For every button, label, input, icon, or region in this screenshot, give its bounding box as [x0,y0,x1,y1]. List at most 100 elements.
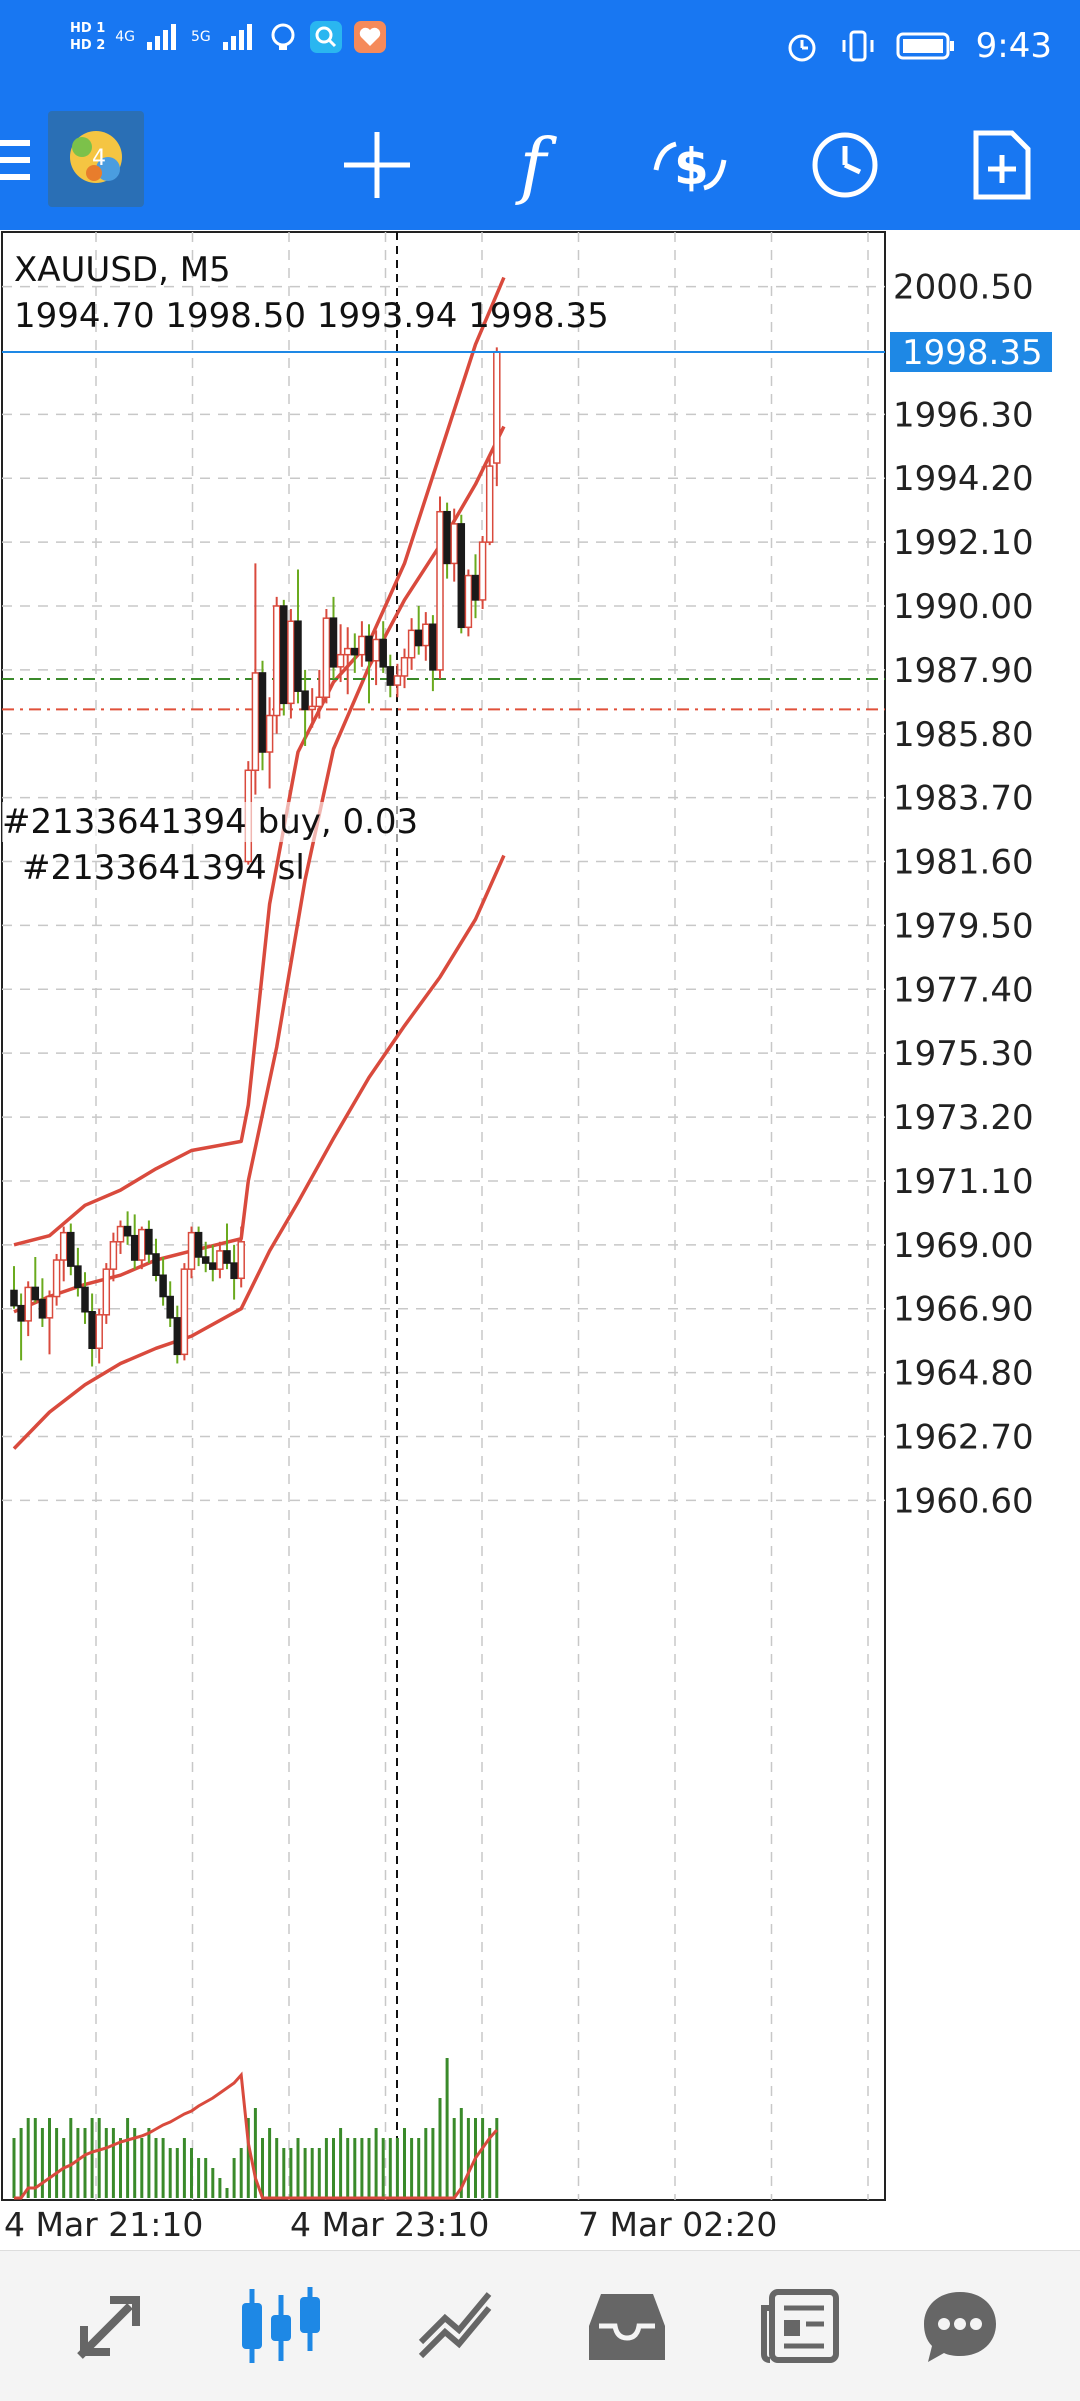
battery-icon [896,32,954,60]
candle-body [265,714,274,753]
candle-body [450,523,458,565]
app-logo: 4 [48,111,144,207]
timeframe-icon [812,132,878,198]
menu-button[interactable] [0,135,32,185]
alarm-icon [788,34,816,62]
candle-body [152,1253,160,1276]
crosshair-button[interactable] [327,115,427,215]
candle-body [336,653,345,668]
candle-body [95,1314,103,1350]
bulb-icon [271,23,295,50]
nav-news[interactable] [745,2271,855,2381]
time-tick-label: 7 Mar 02:20 [578,2205,777,2244]
band-upper-line [13,276,506,1247]
status-left: HD 1 HD 2 4G 5G [70,20,387,54]
price-tick-label: 1964.80 [893,1354,1034,1394]
candle-body [81,1286,89,1313]
candle-body [457,523,466,629]
nav-history[interactable] [572,2271,682,2381]
candle-body [422,623,430,647]
trade-button[interactable]: $ [640,115,740,215]
candle-body [386,666,395,686]
candle-body [351,647,359,656]
trade-icon [418,2292,492,2359]
price-chart[interactable]: 2000.50 1996.30 1994.20 1992.10 1990.00 1987.… [0,230,1080,2250]
candle-body [138,1228,146,1261]
order-sl-label[interactable]: #2133641394 sl [22,848,305,888]
nav-messages[interactable] [905,2271,1015,2381]
time-tick-label: 4 Mar 23:10 [290,2205,489,2244]
candle-body [102,1268,111,1316]
candle-body [485,465,494,543]
candle-body [407,629,416,659]
candle-body [258,672,267,753]
signal-icon [147,24,177,50]
svg-text:$: $ [674,138,709,196]
candle-body [464,574,473,629]
net1-label: 4G [115,29,136,45]
candle-body [301,690,309,711]
new-object-button[interactable] [952,115,1052,215]
price-tick-label: 1975.30 [893,1034,1034,1074]
candle-body [272,605,281,717]
nav-quotes[interactable] [55,2271,165,2381]
time-tick-label: 4 Mar 21:10 [4,2205,203,2244]
top-toolbar: 4 f $ [0,95,1080,230]
signal-icon [222,24,252,50]
candle-body [187,1231,196,1270]
health-app-icon [353,21,386,53]
new-object-icon [973,130,1031,200]
price-tick-label: 1971.10 [893,1162,1034,1202]
price-tick-label: 1969.00 [893,1226,1034,1266]
price-tick-label: 1985.80 [893,715,1034,755]
price-tick-label: 1960.60 [893,1481,1034,1521]
candle-body [166,1295,174,1319]
price-tick-label: 1973.20 [893,1098,1034,1138]
price-tick-label: 1992.10 [893,523,1034,563]
candle-body [322,617,331,699]
chart-canvas[interactable]: 2000.50 1996.30 1994.20 1992.10 1990.00 1987.… [0,230,1080,2250]
symbol-label: XAUUSD, M5 [14,250,231,290]
candle-body [45,1295,54,1319]
current-price-tag [890,332,1052,372]
candle-body [145,1228,153,1255]
candle-body [329,617,338,668]
order-buy-label[interactable]: #2133641394 buy, 0.03 [2,802,419,842]
quotes-icon [77,2296,140,2359]
candle-body [237,1241,245,1280]
crosshair-icon [344,132,410,198]
candle-body [365,635,373,662]
nav-chart[interactable] [226,2271,336,2381]
candle-body [88,1311,96,1350]
timeframe-button[interactable] [795,115,895,215]
status-right: 9:43 [784,26,1052,66]
candle-body [173,1317,182,1356]
chart-icon [242,2287,320,2363]
price-tick-label: 1962.70 [893,1417,1034,1457]
candle-body [414,629,423,647]
bottom-nav [0,2250,1080,2401]
net2-label: 5G [191,29,211,45]
candle-body [159,1274,167,1298]
history-icon [589,2294,665,2360]
candle-body [201,1256,210,1264]
candle-body [358,635,366,656]
hd2-badge: HD 2 [70,38,106,53]
candle-body [343,647,352,656]
price-tick-label: 1983.70 [893,779,1034,819]
indicators-icon: f [519,123,547,207]
candle-body [393,675,402,686]
candle-body [223,1250,231,1264]
candle-body [10,1289,18,1307]
nav-trade[interactable] [400,2271,510,2381]
candle-body [52,1259,61,1298]
candle-body [216,1250,224,1270]
indicators-button[interactable]: f [483,115,583,215]
price-tick-label: 1996.30 [893,395,1034,435]
candle-body [400,656,409,677]
svg-text:4: 4 [92,146,106,171]
menu-icon [0,140,30,180]
candle-body [180,1268,189,1356]
candle-body [109,1241,118,1270]
news-icon [761,2289,839,2363]
